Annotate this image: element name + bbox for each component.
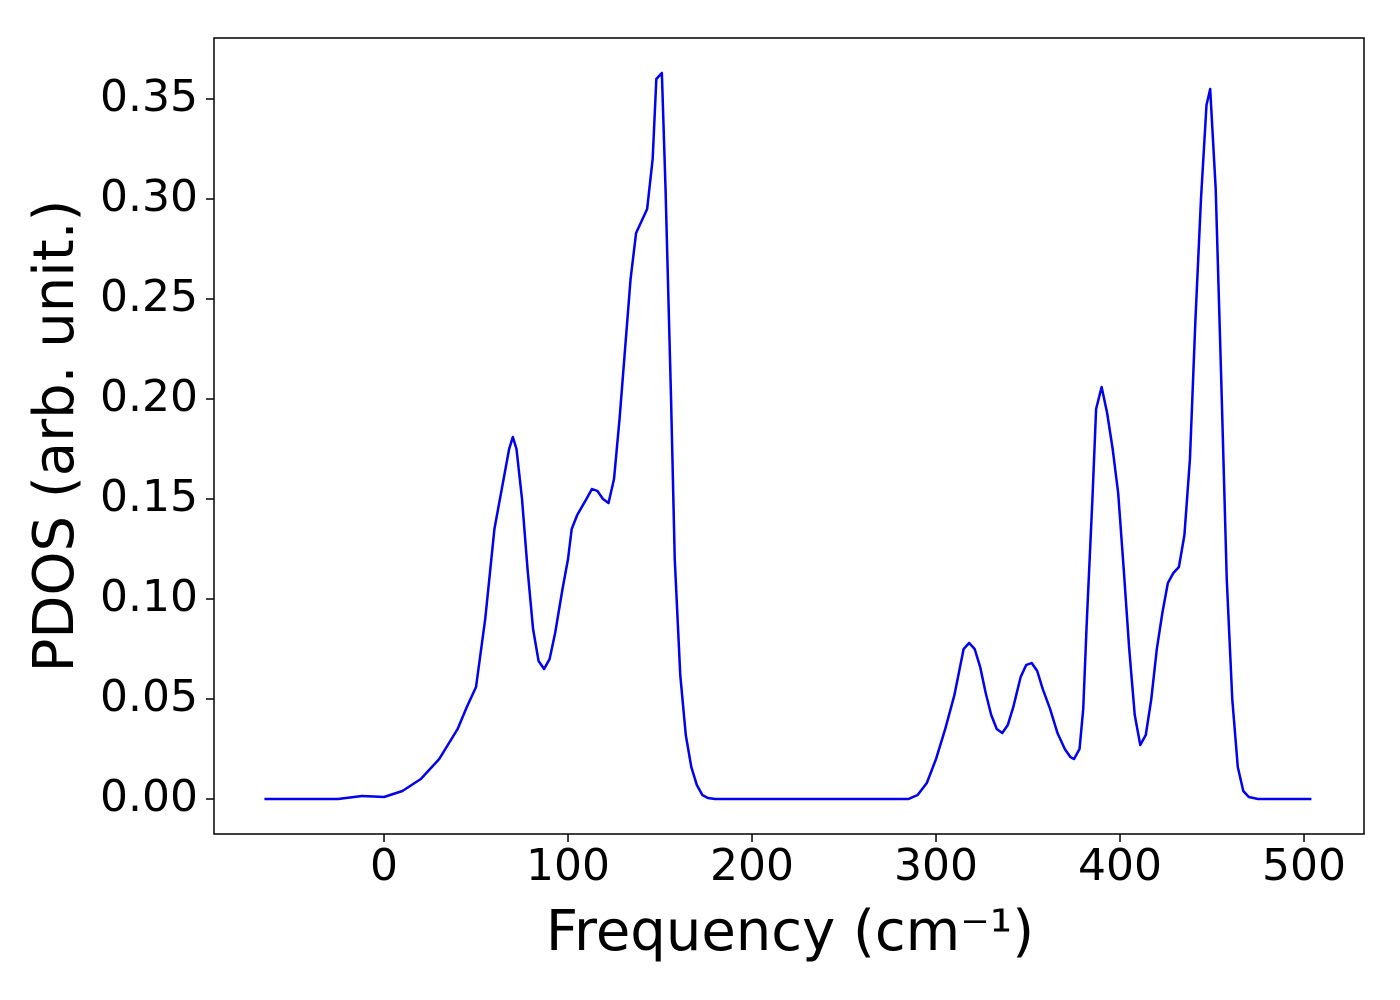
y-tick-label: 0.05 bbox=[100, 671, 198, 722]
x-tick-label: 400 bbox=[1078, 840, 1162, 891]
y-tick-label: 0.30 bbox=[100, 171, 198, 222]
x-axis-label: Frequency (cm⁻¹) bbox=[546, 899, 1034, 964]
y-tick-label: 0.25 bbox=[100, 271, 198, 322]
x-tick-label: 100 bbox=[526, 840, 610, 891]
x-tick-label: 0 bbox=[370, 840, 398, 891]
y-tick-label: 0.35 bbox=[100, 71, 198, 122]
y-axis-label: PDOS (arb. unit.) bbox=[22, 200, 87, 673]
plot-frame bbox=[213, 37, 1365, 835]
x-tick-label: 500 bbox=[1262, 840, 1346, 891]
y-tick-label: 0.20 bbox=[100, 371, 198, 422]
x-tick-label: 300 bbox=[894, 840, 978, 891]
pdos-line bbox=[264, 71, 1312, 801]
y-tick-label: 0.00 bbox=[100, 771, 198, 822]
x-tick-label: 200 bbox=[710, 840, 794, 891]
y-tick-label: 0.15 bbox=[100, 471, 198, 522]
y-tick-label: 0.10 bbox=[100, 571, 198, 622]
